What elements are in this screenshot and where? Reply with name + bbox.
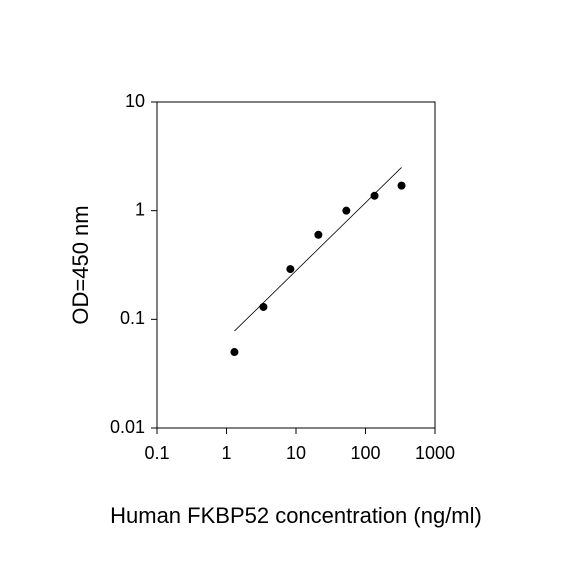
data-point [230, 348, 239, 357]
x-tick-label: 10 [286, 443, 306, 463]
y-tick-label: 10 [125, 91, 145, 111]
x-tick-label: 0.1 [144, 443, 169, 463]
plot-frame [156, 101, 436, 429]
data-point [259, 302, 268, 311]
data-point [314, 230, 323, 239]
x-tick-label: 1 [221, 443, 231, 463]
x-axis-label: Human FKBP52 concentration (ng/ml) [110, 503, 482, 528]
y-tick-label: 1 [135, 199, 145, 219]
data-point [342, 206, 351, 215]
y-tick-label: 0.01 [110, 417, 145, 437]
data-point [397, 181, 406, 190]
data-point [370, 191, 379, 200]
x-tick-label: 1000 [415, 443, 455, 463]
y-tick-label: 0.1 [120, 308, 145, 328]
y-axis-label: OD=450 nm [68, 205, 93, 324]
x-tick-label: 100 [350, 443, 380, 463]
data-point [286, 265, 295, 274]
